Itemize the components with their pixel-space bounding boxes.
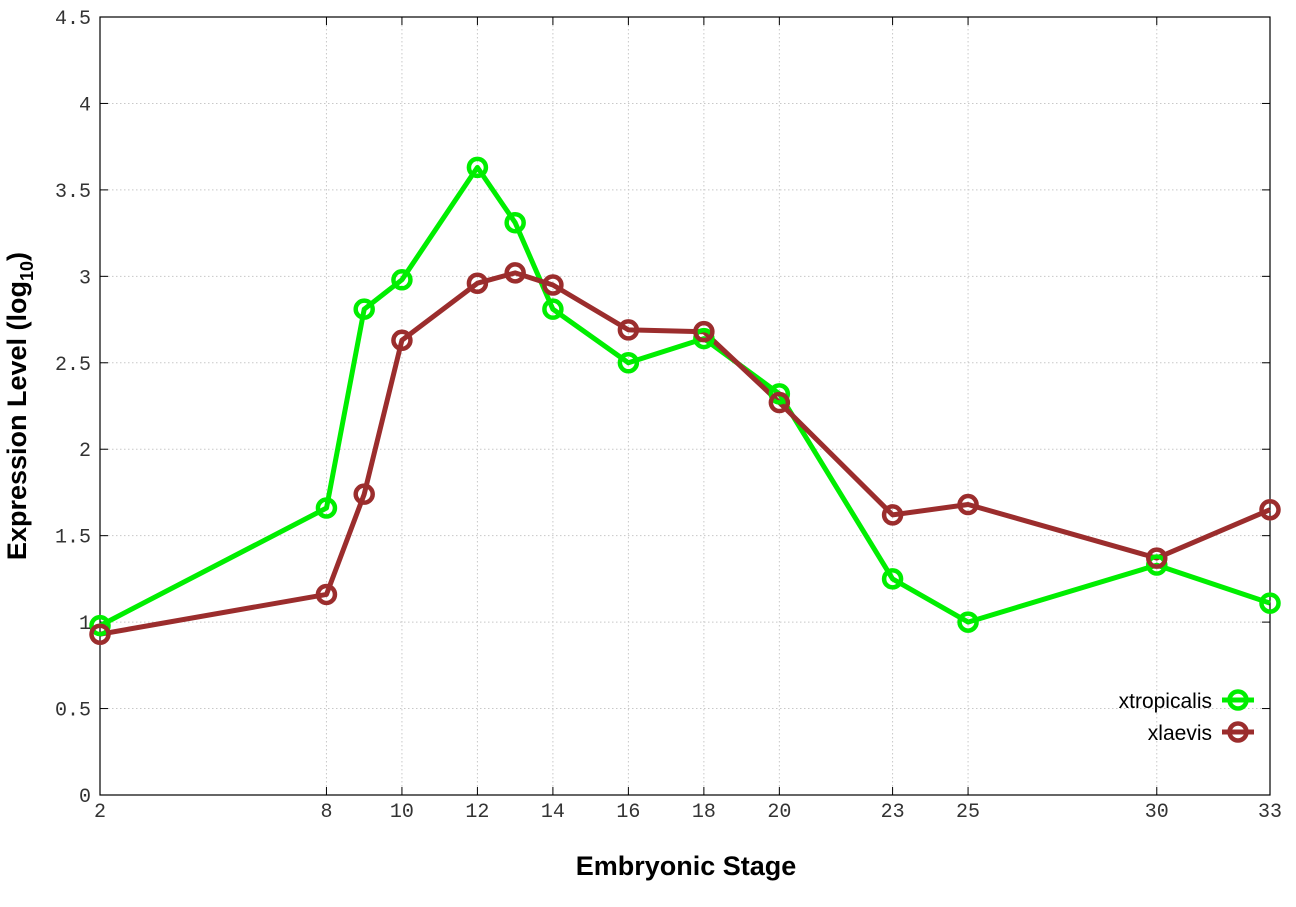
data-point-xtropicalis xyxy=(617,352,640,374)
data-point-xlaevis xyxy=(881,504,904,526)
x-tick-label: 2 xyxy=(94,801,106,824)
data-point-xlaevis xyxy=(768,391,791,414)
plot-frame xyxy=(99,16,1271,796)
legend-label-xtropicalis: xtropicalis xyxy=(1119,690,1212,713)
data-point-xtropicalis xyxy=(881,568,904,590)
y-axis-title: Expression Level (log10) xyxy=(2,252,37,560)
y-tick-labels: 0 0.5 1 1.5 2 2.5 3 3.5 4 4.5 xyxy=(55,8,91,809)
series-line-xlaevis xyxy=(99,270,1271,637)
data-point-xtropicalis xyxy=(391,269,413,291)
legend: xtropicalis xlaevis xyxy=(1119,689,1254,745)
legend-swatch-marker xyxy=(1227,721,1249,743)
data-point-xtropicalis xyxy=(957,611,979,633)
y-tick-label: 4 xyxy=(79,94,91,117)
data-point-xlaevis xyxy=(542,274,564,296)
data-point-xtropicalis xyxy=(768,383,791,405)
x-tick-label: 18 xyxy=(692,801,716,824)
y-axis-title-subscript: 10 xyxy=(17,261,37,281)
x-tick-label: 23 xyxy=(881,801,905,824)
data-point-xlaevis xyxy=(693,320,715,343)
data-point-xtropicalis xyxy=(1259,592,1281,614)
x-tick-label: 33 xyxy=(1258,801,1282,824)
x-tick-label: 14 xyxy=(541,801,565,824)
x-tick-label: 8 xyxy=(320,801,332,824)
data-point-xtropicalis xyxy=(89,614,111,637)
data-point-xtropicalis xyxy=(1146,554,1168,576)
data-point-xlaevis xyxy=(353,483,375,505)
data-point-xtropicalis xyxy=(504,211,526,234)
y-tick-label: 1 xyxy=(79,613,91,636)
legend-label-xlaevis: xlaevis xyxy=(1148,722,1212,745)
x-tick-label: 10 xyxy=(390,801,414,824)
y-tick-label: 0.5 xyxy=(55,700,91,723)
y-tick-label: 2 xyxy=(79,440,91,463)
x-tick-label: 12 xyxy=(465,801,489,824)
data-point-xlaevis xyxy=(617,319,640,341)
data-point-xtropicalis xyxy=(315,497,338,519)
x-tick-label: 20 xyxy=(767,801,791,824)
y-tick-label: 0 xyxy=(79,786,91,809)
x-tick-label: 30 xyxy=(1145,801,1169,824)
x-axis-title: Embryonic Stage xyxy=(576,851,797,881)
y-tick-label: 2.5 xyxy=(55,354,91,377)
data-series xyxy=(89,156,1281,645)
y-tick-label: 3 xyxy=(79,267,91,290)
data-point-xlaevis xyxy=(957,493,979,516)
data-point-xtropicalis xyxy=(542,298,564,320)
y-tick-label: 1.5 xyxy=(55,527,91,550)
data-point-xtropicalis xyxy=(693,327,715,350)
grid-lines xyxy=(100,17,1270,795)
data-point-xtropicalis xyxy=(466,156,489,179)
data-point-xlaevis xyxy=(466,272,489,294)
y-tick-label: 3.5 xyxy=(55,181,91,204)
data-point-xtropicalis xyxy=(353,298,375,320)
data-point-xlaevis xyxy=(504,262,526,284)
axis-ticks xyxy=(99,16,1271,796)
series-line-xtropicalis xyxy=(98,164,1271,628)
x-tick-label: 16 xyxy=(616,801,640,824)
x-tick-labels: 2 8 10 12 14 16 18 20 23 25 30 33 xyxy=(94,801,1282,824)
data-point-xlaevis xyxy=(1259,498,1281,521)
legend-swatch-marker xyxy=(1227,689,1249,711)
data-point-xlaevis xyxy=(315,583,338,606)
x-tick-label: 25 xyxy=(956,801,980,824)
data-point-xlaevis xyxy=(391,329,413,352)
y-tick-label: 4.5 xyxy=(55,8,91,31)
data-point-xlaevis xyxy=(1146,547,1168,569)
data-point-xlaevis xyxy=(89,623,111,645)
